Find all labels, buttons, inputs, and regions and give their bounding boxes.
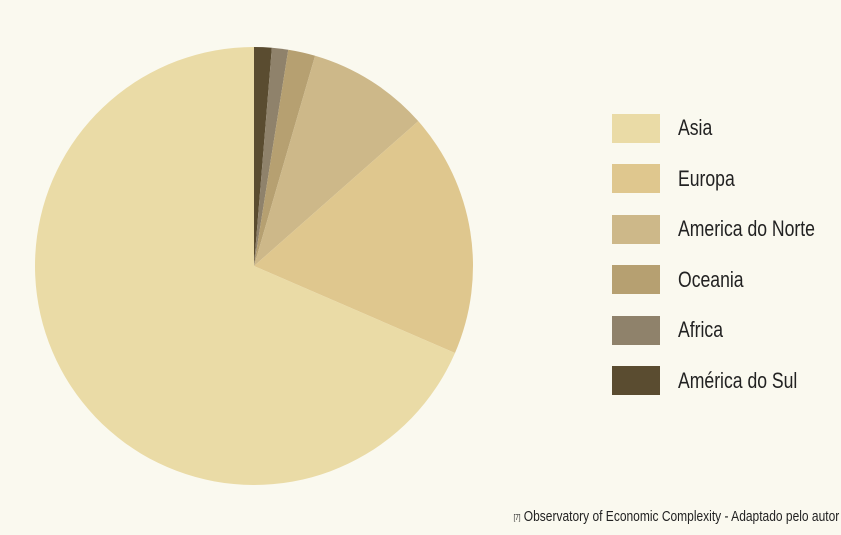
legend-swatch	[612, 315, 660, 345]
source-reference: [7]	[513, 512, 521, 522]
pie-slice-am-rica-do-sul	[254, 47, 272, 266]
legend-label: Europa	[678, 165, 735, 191]
legend-item: Asia	[612, 103, 841, 154]
legend-item: America do Norte	[612, 204, 841, 255]
chart-legend: Asia Europa America do Norte Oceania Africa A…	[612, 103, 841, 406]
legend-item: América do Sul	[612, 356, 841, 407]
pie-slice-asia	[34, 47, 455, 485]
pie-slice-america-do-norte	[254, 55, 419, 267]
pie-slice-africa	[254, 47, 289, 266]
legend-swatch	[612, 214, 660, 244]
legend-label: América do Sul	[678, 367, 798, 393]
legend-swatch	[612, 265, 660, 295]
legend-label: America do Norte	[678, 216, 815, 242]
legend-item: Europa	[612, 154, 841, 205]
legend-item: Oceania	[612, 255, 841, 306]
legend-swatch	[612, 366, 660, 396]
legend-label: Africa	[678, 317, 723, 343]
legend-label: Oceania	[678, 266, 744, 292]
source-caption: [7] Observatory of Economic Complexity - …	[513, 508, 839, 525]
pie-slice-oceania	[254, 49, 316, 266]
legend-item: Africa	[612, 305, 841, 356]
pie-slice-europa	[254, 121, 473, 353]
legend-swatch	[612, 113, 660, 143]
pie-chart	[34, 47, 473, 485]
legend-swatch	[612, 164, 660, 194]
source-text: Observatory of Economic Complexity - Ada…	[523, 508, 840, 525]
legend-label: Asia	[678, 115, 713, 141]
